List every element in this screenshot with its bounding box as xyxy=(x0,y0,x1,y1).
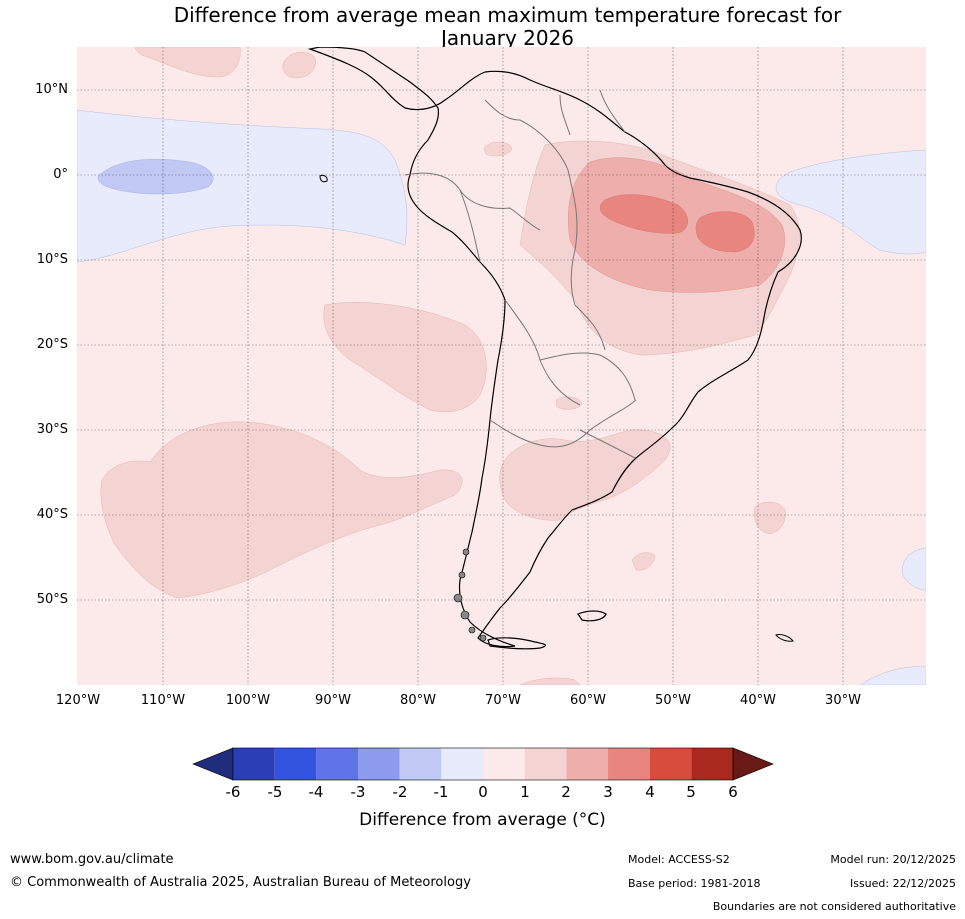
colorbar-segment xyxy=(441,748,484,780)
atlantic-cool-region xyxy=(775,149,926,255)
argentina-small-patch xyxy=(555,396,583,410)
lon-label-30w: 30°W xyxy=(825,693,861,708)
footer-base-period: Base period: 1981-2018 xyxy=(628,877,761,890)
colorbar-tick: 6 xyxy=(728,783,738,801)
pacific-central-warm xyxy=(323,302,487,413)
lon-label-50w: 50°W xyxy=(655,693,691,708)
chilean-archipelago xyxy=(453,548,487,642)
colorbar-segment xyxy=(524,748,567,780)
colorbar-segment xyxy=(399,748,442,780)
lat-label-10s: 10°S xyxy=(36,252,68,267)
lon-label-90w: 90°W xyxy=(315,693,351,708)
colorbar-tick: 5 xyxy=(686,783,696,801)
colorbar-segment xyxy=(566,748,609,780)
colorbar-segment xyxy=(608,748,650,780)
north-warm-patch xyxy=(483,141,513,157)
atlantic-warm-patch xyxy=(754,501,786,535)
colorbar-tick: -5 xyxy=(267,783,283,801)
colorbar-tick: -1 xyxy=(433,783,449,801)
country-borders xyxy=(404,89,637,459)
footer-copyright: © Commonwealth of Australia 2025, Austra… xyxy=(10,875,471,890)
graticule xyxy=(77,47,926,685)
colorbar-tick: 2 xyxy=(561,783,571,801)
lat-label-10n: 10°N xyxy=(35,82,68,97)
colorbar-tick: -4 xyxy=(308,783,324,801)
colorbar-tick: 1 xyxy=(520,783,530,801)
pacific-north-warm xyxy=(134,47,241,78)
lat-label-30s: 30°S xyxy=(36,422,68,437)
colorbar-segment xyxy=(358,748,400,780)
south-america-coastline xyxy=(307,47,802,648)
lat-label-0: 0° xyxy=(53,167,68,182)
colorbar-label: Difference from average (°C) xyxy=(359,810,606,830)
colorbar-tick: 0 xyxy=(478,783,488,801)
pacific-cool-region xyxy=(77,109,408,263)
brazil-hot-region-1 xyxy=(599,194,688,234)
footer-issued: Issued: 22/12/2025 xyxy=(849,877,956,890)
colorbar-extend-low xyxy=(192,747,234,781)
far-south-cool-patch xyxy=(859,666,926,685)
galapagos-islands xyxy=(319,174,328,183)
lat-label-40s: 40°S xyxy=(36,507,68,522)
south-georgia xyxy=(775,634,794,642)
south-warm-patch xyxy=(519,677,581,685)
colorbar-outline xyxy=(232,747,734,781)
lon-label-60w: 60°W xyxy=(570,693,606,708)
pacific-colder-region xyxy=(97,158,214,195)
lon-label-70w: 70°W xyxy=(485,693,521,708)
footer-website: www.bom.gov.au/climate xyxy=(10,852,174,867)
lon-label-110w: 110°W xyxy=(140,693,186,708)
south-atlantic-cool-patch xyxy=(902,547,926,591)
colorbar-tick: 4 xyxy=(645,783,655,801)
colorbar-extend-high xyxy=(732,747,774,781)
lat-label-20s: 20°S xyxy=(36,337,68,352)
title-line-1: Difference from average mean maximum tem… xyxy=(173,3,842,27)
footer-disclaimer: Boundaries are not considered authoritat… xyxy=(712,900,956,913)
atlantic-warm-patch-2 xyxy=(631,552,656,571)
south-pacific-warm-region xyxy=(100,421,463,599)
tierra-del-fuego xyxy=(487,637,547,650)
footer-model-run: Model run: 20/12/2025 xyxy=(830,853,956,866)
colorbar-tick: -6 xyxy=(225,783,241,801)
colorbar-segment xyxy=(274,748,317,780)
colorbar-segment xyxy=(483,748,525,780)
lon-label-120w: 120°W xyxy=(55,693,101,708)
colorbar-segment xyxy=(691,748,734,780)
pacific-north-warm-2 xyxy=(282,52,316,79)
colorbar-segment xyxy=(233,748,275,780)
lon-label-80w: 80°W xyxy=(400,693,436,708)
argentina-warm-region xyxy=(499,429,671,521)
brazil-hot-region-2 xyxy=(695,211,755,253)
lon-label-100w: 100°W xyxy=(225,693,271,708)
title-line-2: January 2026 xyxy=(440,26,575,50)
lon-label-40w: 40°W xyxy=(740,693,776,708)
chart-title: Difference from average mean maximum tem… xyxy=(0,4,965,50)
colorbar-tick: 3 xyxy=(603,783,613,801)
footer-model: Model: ACCESS-S2 xyxy=(628,853,730,866)
colorbar-segment xyxy=(316,748,359,780)
lat-label-50s: 50°S xyxy=(36,592,68,607)
colorbar-segment xyxy=(649,748,692,780)
colorbar-tick: -2 xyxy=(392,783,408,801)
colorbar-tick: -3 xyxy=(350,783,366,801)
